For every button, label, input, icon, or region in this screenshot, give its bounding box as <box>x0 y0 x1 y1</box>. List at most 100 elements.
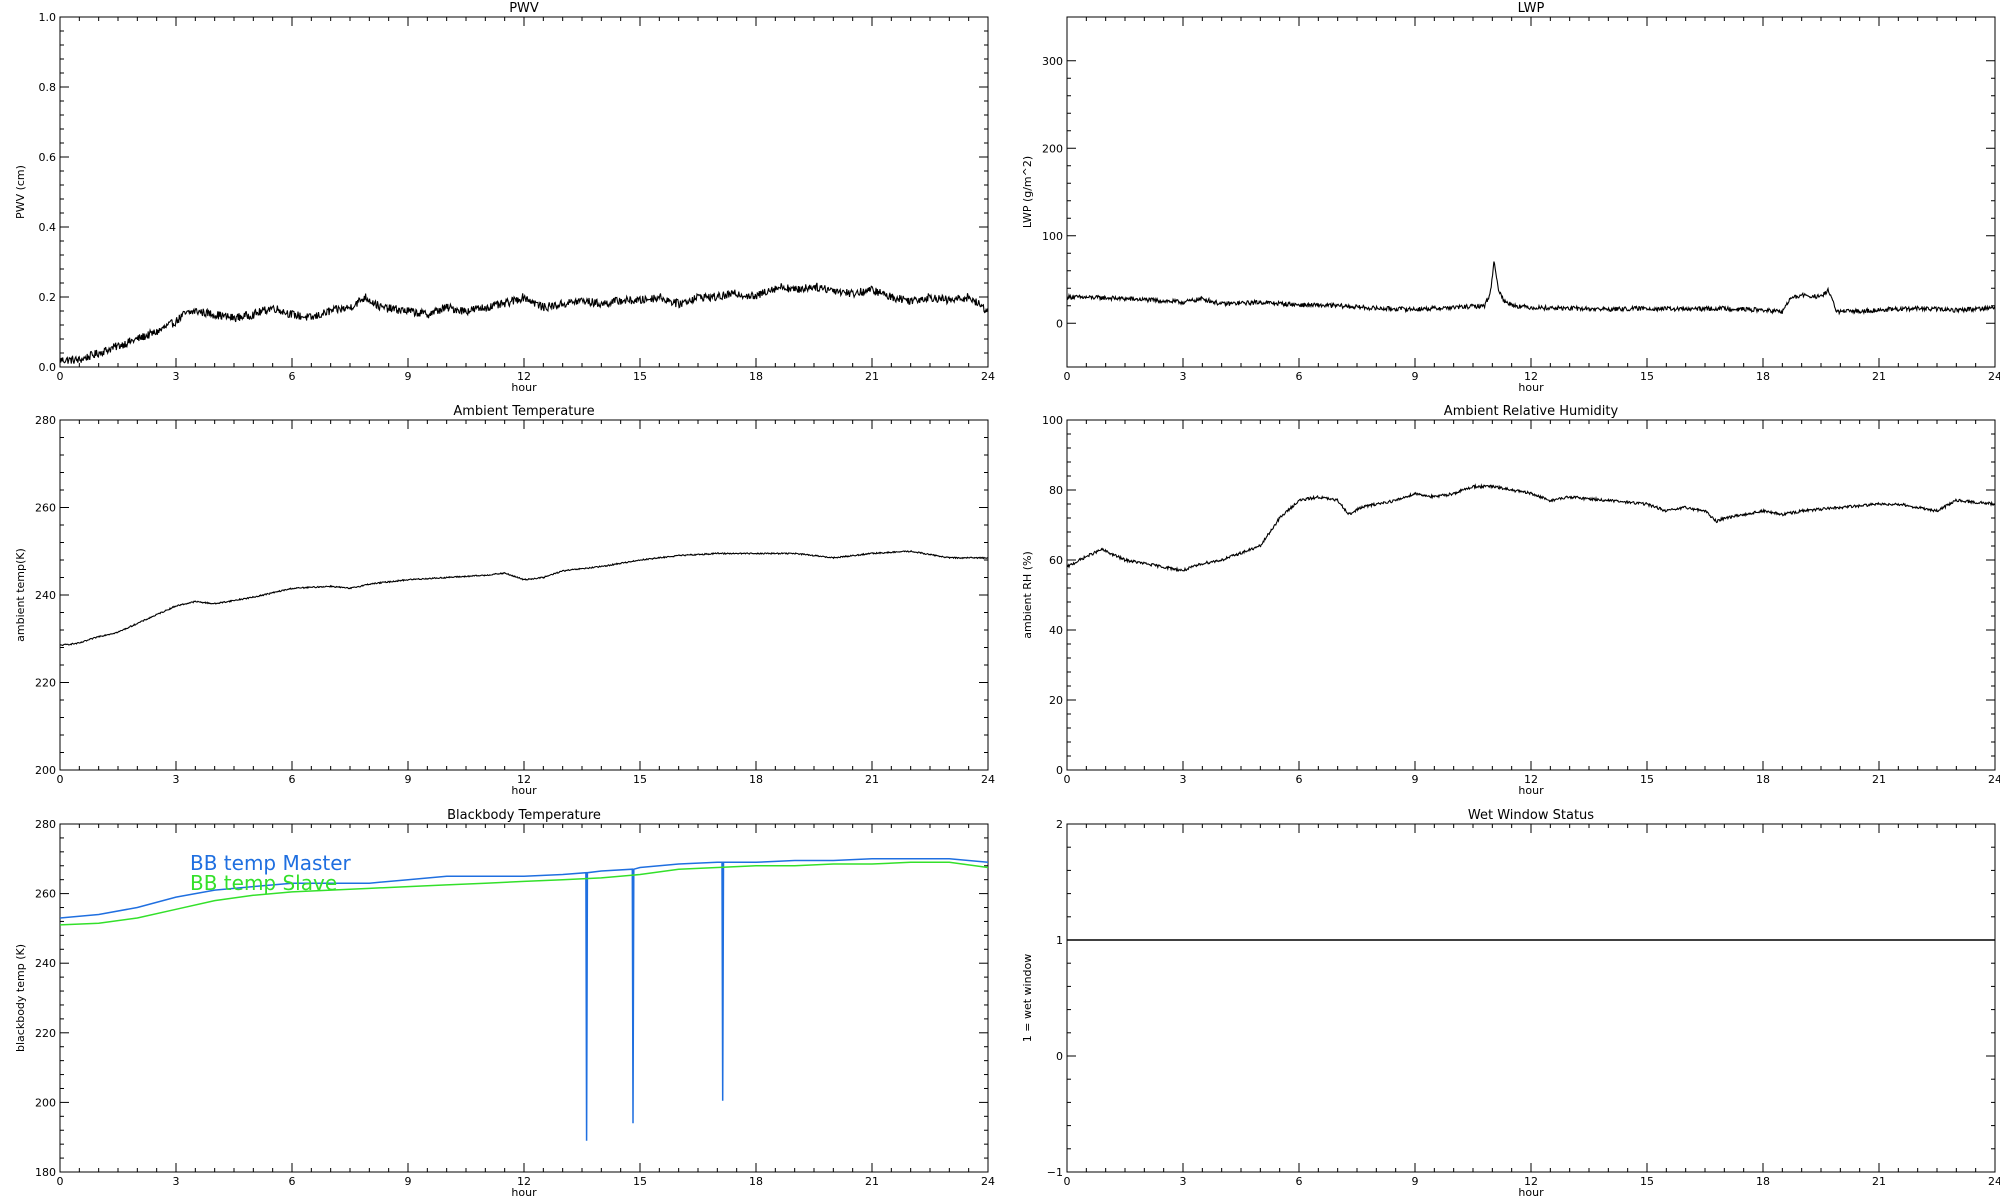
y-tick-label: 100 <box>1042 230 1063 243</box>
x-tick-label: 6 <box>289 773 296 786</box>
series-line-0 <box>60 858 988 1141</box>
x-axis-label: hour <box>511 1186 537 1199</box>
x-tick-label: 21 <box>865 370 879 383</box>
x-tick-label: 18 <box>749 773 763 786</box>
y-axis-label: blackbody temp (K) <box>14 944 27 1052</box>
y-tick-label: 200 <box>35 764 56 777</box>
x-axis-label: hour <box>1518 1186 1544 1199</box>
x-tick-label: 12 <box>517 370 531 383</box>
panel-title: Ambient Temperature <box>453 404 594 419</box>
y-tick-label: 280 <box>35 818 56 831</box>
y-tick-label: 260 <box>35 888 56 901</box>
y-tick-label: 60 <box>1049 554 1063 567</box>
x-axis-label: hour <box>1518 381 1544 394</box>
x-tick-label: 9 <box>405 773 412 786</box>
y-tick-label: 2 <box>1056 818 1063 831</box>
x-tick-label: 0 <box>57 1175 64 1188</box>
y-axis-label: LWP (g/m^2) <box>1021 156 1034 228</box>
x-tick-label: 15 <box>633 370 647 383</box>
x-tick-label: 18 <box>749 370 763 383</box>
plot-frame <box>1066 823 1996 1173</box>
panel-title: Wet Window Status <box>1468 808 1594 823</box>
y-tick-label: 0.6 <box>39 151 57 164</box>
x-tick-label: 6 <box>289 1175 296 1188</box>
plot-frame <box>59 419 989 771</box>
x-tick-label: 15 <box>1640 773 1654 786</box>
y-tick-label: 0.8 <box>39 81 57 94</box>
y-tick-label: 0 <box>1056 317 1063 330</box>
x-tick-label: 21 <box>1872 370 1886 383</box>
y-tick-label: 0.4 <box>39 221 57 234</box>
x-tick-label: 15 <box>1640 1175 1654 1188</box>
y-tick-label: 200 <box>1042 142 1063 155</box>
x-tick-label: 18 <box>1756 773 1770 786</box>
x-tick-label: 24 <box>981 773 995 786</box>
x-tick-label: 0 <box>57 773 64 786</box>
series-line-0 <box>60 549 988 647</box>
x-tick-label: 0 <box>1064 1175 1071 1188</box>
panel-title: PWV <box>509 1 539 16</box>
x-tick-label: 24 <box>1988 1175 2000 1188</box>
x-tick-label: 0 <box>1064 370 1071 383</box>
x-tick-label: 21 <box>1872 773 1886 786</box>
y-tick-label: 0 <box>1056 1050 1063 1063</box>
x-tick-label: 12 <box>517 1175 531 1188</box>
x-tick-label: 15 <box>633 1175 647 1188</box>
y-tick-label: 100 <box>1042 414 1063 427</box>
legend-entry: BB temp Master <box>190 851 352 875</box>
x-tick-label: 21 <box>865 773 879 786</box>
x-axis-label: hour <box>511 784 537 797</box>
y-tick-label: 0 <box>1056 764 1063 777</box>
x-tick-label: 6 <box>1296 773 1303 786</box>
x-tick-label: 3 <box>1180 773 1187 786</box>
x-tick-label: 6 <box>289 370 296 383</box>
x-tick-label: 12 <box>1524 370 1538 383</box>
panel-pwv: PWV 0 3 6 9 12 15 18 21 24 hour 0.0 0.2 0.4 0.6 0.8 1.0 P… <box>14 1 995 394</box>
x-tick-label: 24 <box>1988 370 2000 383</box>
x-tick-label: 24 <box>1988 773 2000 786</box>
x-tick-label: 18 <box>749 1175 763 1188</box>
x-tick-label: 18 <box>1756 1175 1770 1188</box>
y-tick-label: 80 <box>1049 484 1063 497</box>
y-axis-label: ambient temp(K) <box>14 548 27 642</box>
x-tick-label: 3 <box>1180 1175 1187 1188</box>
x-tick-label: 24 <box>981 1175 995 1188</box>
y-tick-label: 260 <box>35 502 56 515</box>
x-tick-label: 15 <box>633 773 647 786</box>
y-tick-label: 300 <box>1042 55 1063 68</box>
x-tick-label: 24 <box>981 370 995 383</box>
x-tick-label: 9 <box>1412 1175 1419 1188</box>
y-tick-label: 0.0 <box>39 361 57 374</box>
y-tick-label: 1.0 <box>39 11 57 24</box>
x-tick-label: 12 <box>1524 773 1538 786</box>
x-tick-label: 9 <box>405 370 412 383</box>
y-axis-label: ambient RH (%) <box>1021 551 1034 639</box>
series-line-0 <box>60 282 988 364</box>
y-tick-label: 180 <box>35 1166 56 1179</box>
panel-blackbody-temperature: Blackbody Temperature 0 3 6 9 12 15 18 21 24 hour 1… <box>14 808 995 1199</box>
x-tick-label: 3 <box>173 370 180 383</box>
y-tick-label: 220 <box>35 1027 56 1040</box>
legend-entry: BB temp Slave <box>190 871 337 895</box>
panel-title: Blackbody Temperature <box>447 808 601 823</box>
x-tick-label: 0 <box>1064 773 1071 786</box>
y-tick-label: 1 <box>1056 934 1063 947</box>
x-tick-label: 3 <box>173 1175 180 1188</box>
x-tick-label: 9 <box>1412 773 1419 786</box>
panel-title: LWP <box>1518 1 1545 16</box>
y-tick-label: 40 <box>1049 624 1063 637</box>
x-tick-label: 6 <box>1296 370 1303 383</box>
y-tick-label: 240 <box>35 589 56 602</box>
y-tick-label: 0.2 <box>39 291 57 304</box>
x-tick-label: 6 <box>1296 1175 1303 1188</box>
y-tick-label: 240 <box>35 957 56 970</box>
plot-frame <box>59 16 989 368</box>
y-tick-label: 220 <box>35 677 56 690</box>
series-line-0 <box>1067 483 1995 573</box>
y-axis-label: 1 = wet window <box>1021 954 1034 1043</box>
x-tick-label: 15 <box>1640 370 1654 383</box>
x-axis-label: hour <box>1518 784 1544 797</box>
series-line-1 <box>60 861 988 926</box>
x-tick-label: 9 <box>405 1175 412 1188</box>
